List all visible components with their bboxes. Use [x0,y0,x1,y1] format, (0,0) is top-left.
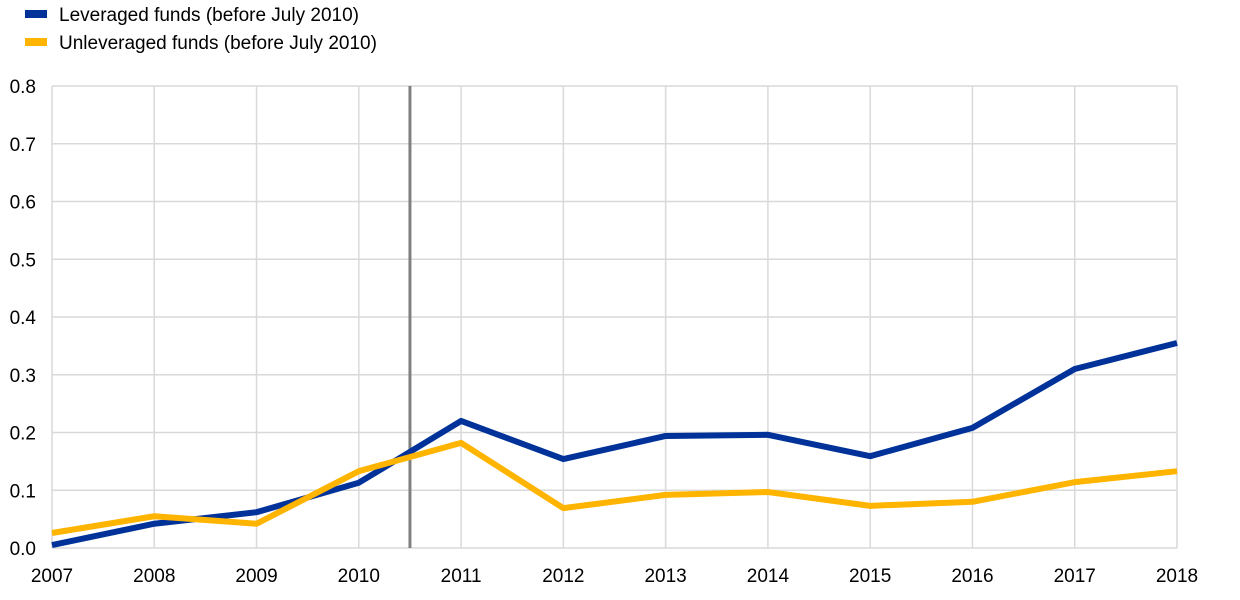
x-tick-label: 2016 [951,566,993,587]
y-tick-label: 0.7 [10,135,36,156]
legend-label: Unleveraged funds (before July 2010) [59,33,377,54]
legend-swatch [25,10,47,18]
grid [52,86,1177,548]
y-tick-label: 0.0 [10,539,36,560]
x-tick-label: 2011 [441,566,482,587]
legend-swatch [25,38,47,46]
x-tick-label: 2009 [235,566,277,587]
y-tick-label: 0.1 [10,481,36,502]
x-tick-label: 2017 [1054,566,1096,587]
x-tick-label: 2008 [133,566,175,587]
x-tick-label: 2018 [1156,566,1198,587]
series-lines [52,343,1177,545]
x-tick-label: 2007 [31,566,73,587]
x-tick-label: 2013 [644,566,686,587]
y-tick-label: 0.4 [10,308,37,329]
x-tick-label: 2014 [747,566,790,587]
y-tick-label: 0.2 [10,424,36,445]
series-line-unleveraged [52,443,1177,533]
x-tick-label: 2012 [542,566,584,587]
legend-label: Leveraged funds (before July 2010) [59,5,359,26]
x-tick-label: 2015 [849,566,891,587]
legend: Leveraged funds (before July 2010) Unleve… [25,5,377,54]
series-line-leveraged [52,343,1177,545]
y-tick-label: 0.3 [10,366,36,387]
y-tick-label: 0.5 [10,250,36,271]
y-tick-label: 0.8 [10,77,36,98]
x-axis: 2007 2008 2009 2010 2011 2012 2013 2014 2015 2016… [31,566,1198,587]
y-axis: 0.0 0.1 0.2 0.3 0.4 0.5 0.6 0.7 0.8 [10,77,37,560]
x-tick-label: 2010 [338,566,380,587]
y-tick-label: 0.6 [10,193,36,214]
